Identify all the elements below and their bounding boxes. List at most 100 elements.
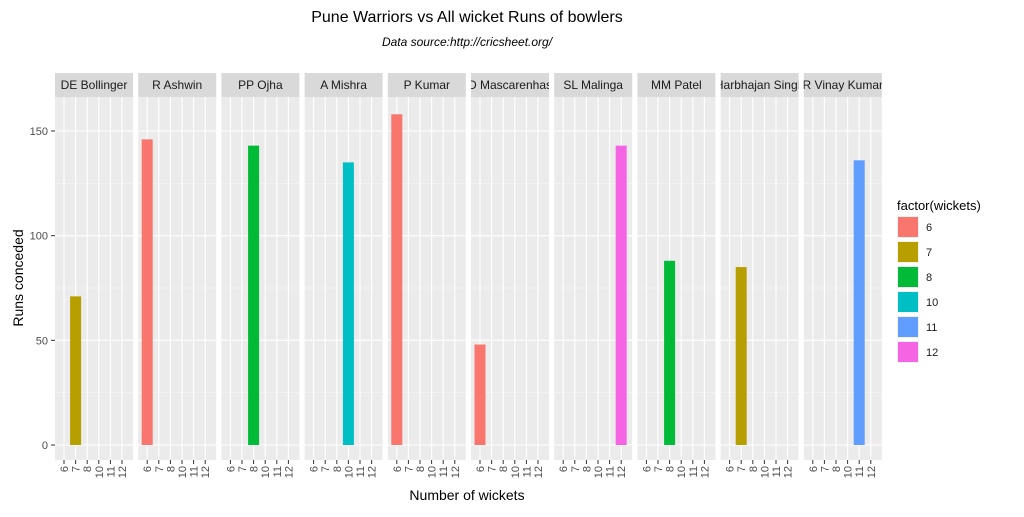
x-tick-label: 7 [237, 466, 249, 472]
facet-strip-label: A Mishra [320, 78, 367, 92]
x-tick-label: 8 [415, 466, 427, 472]
facet-strip [471, 73, 549, 97]
facet-panel: PP Ojha 6 7 8 10 11 12 [221, 73, 300, 478]
x-tick-label: 12 [450, 466, 462, 478]
x-tick-label: 7 [403, 466, 415, 472]
legend-swatch [898, 292, 918, 312]
x-tick-label: 7 [71, 466, 83, 472]
x-tick-label: 10 [94, 466, 106, 478]
x-tick-label: 12 [367, 466, 379, 478]
facet-strip [637, 73, 716, 97]
x-tick-label: 6 [558, 466, 570, 472]
x-tick-label: 6 [808, 466, 820, 472]
x-tick-label: 11 [272, 466, 284, 477]
x-axis-label: Number of wickets [409, 487, 524, 503]
facet-strip [304, 73, 383, 97]
chart-title: Pune Warriors vs All wicket Runs of bowl… [311, 9, 623, 26]
panel-background [221, 97, 300, 460]
facet-strip-label: R Ashwin [152, 78, 202, 92]
legend-swatch [898, 267, 918, 287]
x-tick-label: 7 [154, 466, 166, 472]
x-tick-label: 8 [581, 466, 593, 472]
legend-label: 8 [926, 272, 932, 284]
x-tick-label: 7 [487, 466, 499, 472]
x-tick-label: 11 [688, 466, 700, 477]
facet-strip-label: D Mascarenhas [468, 78, 552, 92]
bar [735, 267, 747, 445]
x-tick-label: 12 [117, 466, 129, 478]
x-tick-label: 7 [653, 466, 665, 472]
facet-panel: DE Bollinger 6 7 8 10 11 12 [55, 73, 133, 478]
x-tick-label: 10 [676, 466, 688, 478]
facet-panel: Harbhajan Singh 6 7 8 10 11 12 [715, 73, 804, 478]
x-tick-label: 6 [225, 466, 237, 472]
facet-strip [138, 73, 217, 97]
legend-label: 12 [926, 347, 938, 359]
x-tick-label: 10 [260, 466, 272, 478]
facet-strip-label: Harbhajan Singh [715, 78, 804, 92]
facet-strip [554, 73, 633, 97]
legend-swatch [898, 317, 918, 337]
x-tick-label: 10 [343, 466, 355, 478]
panel-background [55, 97, 133, 460]
x-tick-label: 12 [283, 466, 295, 478]
x-tick-label: 6 [725, 466, 737, 472]
legend-label: 10 [926, 297, 938, 309]
facet-panel: SL Malinga 6 7 8 10 11 12 [554, 73, 633, 478]
bar [70, 296, 82, 445]
facet-panel: P Kumar 6 7 8 10 11 12 [387, 73, 466, 478]
x-tick-label: 11 [189, 466, 201, 477]
x-tick-label: 8 [665, 466, 677, 472]
x-tick-label: 12 [200, 466, 212, 478]
facet-strip [803, 73, 882, 97]
bar [853, 160, 865, 445]
facet-strip [720, 73, 799, 97]
x-tick-label: 11 [771, 466, 783, 477]
facet-strip-label: P Kumar [404, 78, 450, 92]
facet-strip-label: R Vinay Kumar [803, 78, 883, 92]
y-tick-label: 0 [42, 440, 48, 452]
x-tick-label: 8 [332, 466, 344, 472]
legend-swatch [898, 217, 918, 237]
x-tick-label: 6 [309, 466, 321, 472]
panel-background [637, 97, 716, 460]
x-tick-label: 11 [521, 466, 533, 477]
x-tick-label: 12 [866, 466, 878, 478]
x-tick-label: 10 [593, 466, 605, 478]
x-tick-label: 11 [355, 466, 367, 477]
facet-panel: R Ashwin 6 7 8 10 11 12 [138, 73, 217, 478]
x-tick-label: 6 [475, 466, 487, 472]
x-tick-label: 8 [498, 466, 510, 472]
panel-background [803, 97, 882, 460]
legend-swatch [898, 342, 918, 362]
x-tick-label: 7 [819, 466, 831, 472]
x-tick-label: 10 [759, 466, 771, 478]
bar [141, 139, 153, 445]
bar [474, 344, 486, 445]
x-tick-label: 11 [438, 466, 450, 477]
facet-panel: A Mishra 6 7 8 10 11 12 [304, 73, 383, 478]
x-tick-label: 6 [59, 466, 71, 472]
facet-strip [55, 73, 133, 97]
x-tick-label: 7 [736, 466, 748, 472]
x-tick-label: 10 [427, 466, 439, 478]
x-tick-label: 8 [249, 466, 261, 472]
legend-label: 11 [926, 322, 937, 334]
x-tick-label: 12 [616, 466, 628, 478]
bar [391, 114, 403, 446]
legend-title: factor(wickets) [897, 198, 981, 213]
x-tick-label: 12 [783, 466, 795, 478]
facet-panel: R Vinay Kumar 6 7 8 10 11 12 [803, 73, 883, 478]
x-tick-label: 12 [699, 466, 711, 478]
x-tick-label: 7 [320, 466, 332, 472]
x-tick-label: 8 [82, 466, 94, 472]
bar [615, 145, 627, 446]
y-axis-label: Runs conceded [10, 229, 26, 326]
facet-strip-label: PP Ojha [238, 78, 283, 92]
bar [342, 162, 354, 445]
x-tick-label: 8 [831, 466, 843, 472]
panel-background [720, 97, 799, 460]
